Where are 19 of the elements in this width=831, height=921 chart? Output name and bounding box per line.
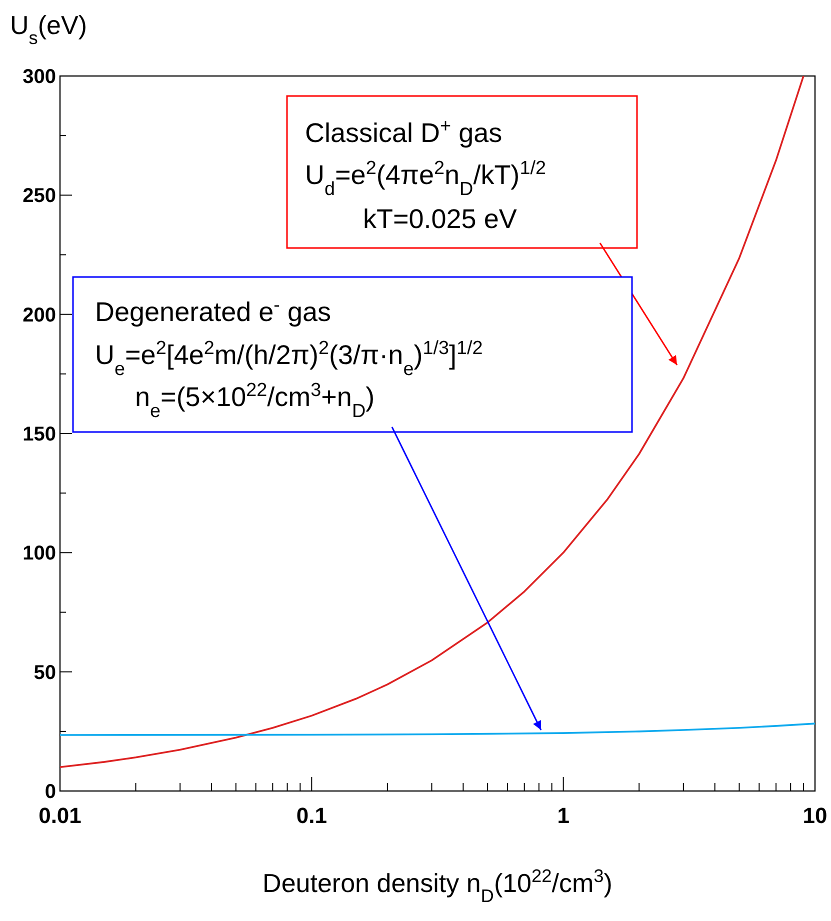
x-tick-label: 0.1 <box>296 803 327 828</box>
text: U$_{d}$=e$^{2}$(4πe$^{2}$n$_{D}$/kT)$^{1/2}$ <box>305 158 546 200</box>
y-axis-title: U$_{s}$(eV) <box>10 10 87 48</box>
annotation: kT=0.025 eV <box>363 204 517 234</box>
x-tick-label: 0.01 <box>38 803 82 828</box>
y-tick-label: 250 <box>22 185 56 208</box>
y-tick-label: 300 <box>22 66 56 88</box>
y-tick-label: 150 <box>22 424 56 446</box>
annotation: Classical D$^{+}$ gas <box>305 116 502 148</box>
text: U$_{e}$=e$^{2}$[4e$^{2}$m/(h/2π)$^{2}$(3/π·n$_{e}$)$^{1/3}$]$^{1/2}$ <box>95 338 483 380</box>
y-tick-label: 100 <box>22 542 56 565</box>
text: n$_{e}$=(5×10$^{22}$/cm$^{3}$+n$_{D}$) <box>135 380 375 422</box>
y-tick-label: 0 <box>44 781 56 803</box>
y-tick-label: 50 <box>34 662 56 684</box>
x-axis-title: Deuteron density n$_{D}$(10$^{22}$/cm$^{3}$) <box>262 866 612 906</box>
x-tick-label: 1 <box>557 803 570 828</box>
x-tick-label: 10 <box>802 803 828 828</box>
annotation: Degenerated e$^{-}$ gas <box>95 294 331 327</box>
y-tick-label: 200 <box>22 304 56 326</box>
